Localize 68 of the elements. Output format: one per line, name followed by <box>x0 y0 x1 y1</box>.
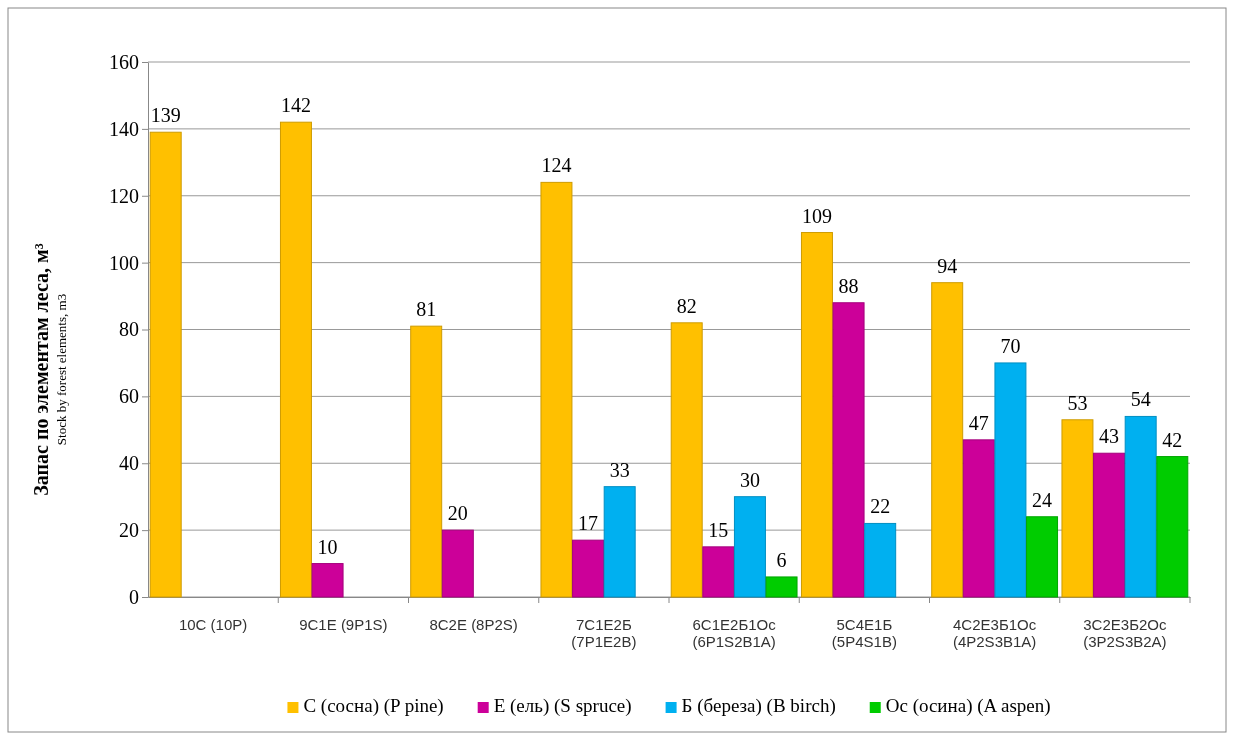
data-label: 43 <box>1099 425 1120 448</box>
data-label: 20 <box>447 502 468 525</box>
bar <box>1061 419 1094 598</box>
y-tick-label: 140 <box>109 117 139 140</box>
data-label: 42 <box>1162 428 1183 451</box>
bar <box>931 282 964 598</box>
legend-label: Б (береза) (B birch) <box>681 695 836 717</box>
y-tick-label: 40 <box>119 452 139 475</box>
bar <box>864 522 897 598</box>
x-tick-label: 7С1Е2Б (7P1E2B) <box>571 616 637 650</box>
x-tick-label: 6С1Е2Б1Ос (6P1S2B1A) <box>692 616 777 650</box>
data-label: 17 <box>578 512 599 535</box>
x-tick-label: 9С1Е (9P1S) <box>299 616 388 633</box>
y-tick-label: 0 <box>129 585 139 608</box>
y-tick-label: 20 <box>119 519 139 542</box>
data-label: 88 <box>838 274 859 297</box>
data-label: 15 <box>708 518 729 541</box>
data-label: 124 <box>541 154 572 177</box>
bar <box>1093 452 1126 598</box>
bar <box>410 325 443 598</box>
x-tick-label: 3С2Е3Б2Ос (3P2S3B2A) <box>1083 616 1167 650</box>
bar <box>962 439 995 598</box>
bar <box>603 486 636 598</box>
bar <box>1026 516 1059 598</box>
x-tick-label: 4С2Е3Б1Ос (4P2S3B1A) <box>952 616 1037 650</box>
legend-label: Е (ель) (S spruce) <box>493 695 632 717</box>
data-label: 70 <box>1000 334 1021 357</box>
bar <box>572 539 605 598</box>
bar <box>800 232 833 598</box>
data-label: 142 <box>280 94 311 117</box>
x-tick-label: 10С (10P) <box>178 616 248 633</box>
data-label: 139 <box>150 104 181 127</box>
bar <box>1156 456 1189 598</box>
data-label: 47 <box>968 411 989 434</box>
y-tick-label: 120 <box>109 184 139 207</box>
data-label: 53 <box>1067 391 1088 414</box>
data-label: 22 <box>870 495 891 518</box>
y-tick-label: 160 <box>109 50 139 73</box>
legend-label: Ос (осина) (A aspen) <box>885 695 1051 717</box>
y-tick-label: 80 <box>119 318 139 341</box>
bar <box>994 362 1027 598</box>
y-tick-label: 60 <box>119 385 139 408</box>
data-label: 6 <box>776 548 787 571</box>
legend-label: С (сосна) (P pine) <box>303 695 444 717</box>
data-label: 30 <box>739 468 760 491</box>
y-axis-title: Запас по элементам леса, м³ Stock by forest elements, m3 <box>30 243 69 496</box>
bar <box>540 181 573 598</box>
data-label: 10 <box>317 535 338 558</box>
data-label: 33 <box>609 458 630 481</box>
bar <box>765 576 798 598</box>
bar <box>733 496 766 598</box>
bar <box>1124 415 1157 598</box>
data-label: 24 <box>1032 488 1053 511</box>
data-label: 109 <box>801 204 832 227</box>
data-label: 81 <box>416 298 437 321</box>
x-tick-label: 8С2Е (8P2S) <box>429 616 518 633</box>
data-label: 54 <box>1130 388 1151 411</box>
bar <box>441 529 474 598</box>
bar <box>311 563 344 598</box>
data-label: 94 <box>937 254 958 277</box>
bar <box>149 131 182 598</box>
y-tick-label: 100 <box>109 251 139 274</box>
bar <box>670 322 703 598</box>
bar <box>279 121 312 598</box>
x-tick-label: 5С4Е1Б (5P4S1B) <box>831 616 897 650</box>
bar <box>702 546 735 598</box>
bar <box>832 302 865 598</box>
data-label: 82 <box>676 294 697 317</box>
